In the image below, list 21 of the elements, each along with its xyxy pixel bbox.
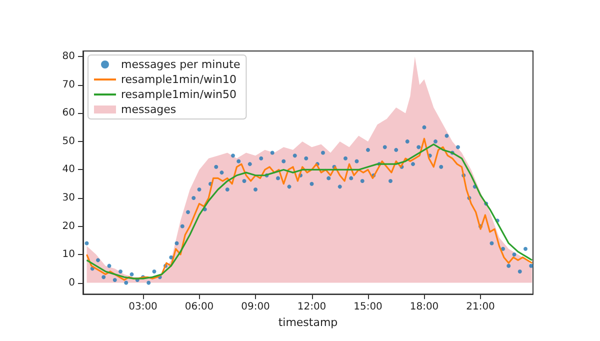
x-tick-label: 21:00 (466, 302, 495, 313)
x-tick-label: 09:00 (241, 302, 270, 313)
y-tick-label: 0 (68, 277, 75, 288)
x-tick-label: 18:00 (410, 302, 439, 313)
x-tick-label: 06:00 (184, 302, 214, 313)
y-tick-label: 50 (62, 136, 75, 147)
x-tick-label: 03:00 (128, 302, 158, 313)
y-tick-label: 80 (62, 51, 75, 62)
legend-label: messages (121, 103, 176, 116)
y-tick-label: 70 (62, 79, 75, 90)
y-tick-label: 20 (62, 220, 75, 232)
legend-label: resample1min/win10 (121, 73, 237, 86)
y-tick-label: 10 (62, 249, 75, 260)
legend-label: messages per minute (121, 58, 240, 71)
y-tick-label: 40 (62, 164, 75, 176)
legend-label: resample1min/win50 (121, 88, 237, 101)
y-tick-label: 60 (62, 108, 75, 119)
x-tick-label: 15:00 (354, 302, 382, 313)
x-axis-title: timestamp (278, 316, 338, 329)
y-tick-label: 30 (62, 192, 75, 204)
x-tick-label: 12:00 (297, 302, 326, 313)
